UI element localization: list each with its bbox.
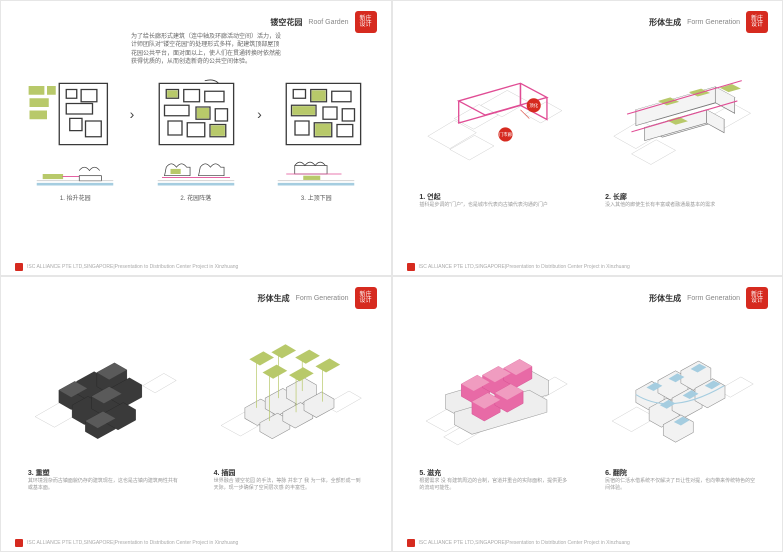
iso-row: 3. 重塑 其环境混杂而古镇面貌仍存的建筑现在，这也是古镇内建筑两性共有或基本面… (15, 339, 377, 491)
panel-header: 形体生成 Form Generation 新庄设计 (15, 285, 377, 311)
title-en: Form Generation (687, 19, 740, 26)
svg-text:门市廊: 门市廊 (499, 131, 513, 138)
seal-logo: 新庄设计 (746, 287, 768, 309)
footer-seal-icon (407, 539, 415, 547)
panel-header: 镂空花园 Roof Garden 新庄设计 (15, 9, 377, 35)
panel-form-2: 形体生成 Form Generation 新庄设计 (0, 276, 392, 552)
title-cn: 形体生成 (649, 17, 681, 28)
iso-caption: 2. 长廊 没入其他的廊使生长有丰富或者融通最基本的需求 (605, 192, 755, 209)
footer: ISC ALLIANCE PTE LTD,SINGAPORE|Presentat… (15, 539, 377, 547)
iso-caption: 5. 滋充 根据需求 没 有建筑周边的合制，官道并重合的实际面积，提供更多的流动… (419, 468, 569, 491)
plan-1 (23, 79, 113, 149)
footer-seal-icon (407, 263, 415, 271)
footer: ISC ALLIANCE PTE LTD,SINGAPORE|Presentat… (15, 263, 377, 271)
iso-1: 顶化 门市廊 1. 연起 插科是步调的"门户"，也是城市代表向古镇代表沟通的门户 (419, 63, 569, 209)
seal-logo: 新庄设计 (355, 287, 377, 309)
panel-header: 形体生成 Form Generation 新庄设计 (407, 285, 769, 311)
section-3 (271, 157, 361, 191)
step-caption: 3. 上顶下园 (271, 193, 361, 202)
plan-diagrams-row: › › (15, 79, 377, 149)
arrow-icon: › (257, 106, 262, 122)
iso-caption: 6. 翻院 民宿的仁活水借系统不仅解决了日让性对提，也向带来传统特色的空间体验。 (605, 468, 755, 491)
plan-3 (278, 79, 368, 149)
iso-row: 5. 滋充 根据需求 没 有建筑周边的合制，官道并重合的实际面积，提供更多的流动… (407, 339, 769, 491)
footer: ISC ALLIANCE PTE LTD,SINGAPORE|Presentat… (407, 539, 769, 547)
section-diagrams-row (15, 157, 377, 191)
step-caption: 2. 花园阵落 (151, 193, 241, 202)
section-1 (30, 157, 120, 191)
iso-row: 顶化 门市廊 1. 연起 插科是步调的"门户"，也是城市代表向古镇代表沟通的门户 (407, 63, 769, 209)
panel-header: 形体生成 Form Generation 新庄设计 (407, 9, 769, 35)
step-caption: 1. 抬升花园 (30, 193, 120, 202)
title-en: Roof Garden (308, 19, 348, 26)
svg-text:顶化: 顶化 (530, 102, 539, 109)
iso-6: 6. 翻院 民宿的仁活水借系统不仅解决了日让性对提，也向带来传统特色的空间体验。 (605, 339, 755, 491)
iso-2: 2. 长廊 没入其他的廊使生长有丰富或者融通最基本的需求 (605, 63, 755, 209)
seal-logo: 新庄设计 (355, 11, 377, 33)
footer-seal-icon (15, 263, 23, 271)
iso-3: 3. 重塑 其环境混杂而古镇面貌仍存的建筑现在，这也是古镇内建筑两性共有或基本面… (28, 339, 178, 491)
footer-text: ISC ALLIANCE PTE LTD,SINGAPORE|Presentat… (27, 264, 238, 270)
title-cn: 形体生成 (649, 293, 681, 304)
iso-caption: 4. 插园 世界融合 镂空花园 的手法，等脉 并非了 我 为一体，全部形成一到天… (214, 468, 364, 491)
iso-4: 4. 插园 世界融合 镂空花园 的手法，等脉 并非了 我 为一体，全部形成一到天… (214, 339, 364, 491)
section-2 (151, 157, 241, 191)
title-en: Form Generation (687, 295, 740, 302)
footer-text: ISC ALLIANCE PTE LTD,SINGAPORE|Presentat… (419, 540, 630, 546)
footer: ISC ALLIANCE PTE LTD,SINGAPORE|Presentat… (407, 263, 769, 271)
iso-caption: 1. 연起 插科是步调的"门户"，也是城市代表向古镇代表沟通的门户 (419, 192, 569, 209)
captions-row: 1. 抬升花园 2. 花园阵落 3. 上顶下园 (15, 193, 377, 202)
footer-text: ISC ALLIANCE PTE LTD,SINGAPORE|Presentat… (419, 264, 630, 270)
title-cn: 形体生成 (258, 293, 290, 304)
iso-caption: 3. 重塑 其环境混杂而古镇面貌仍存的建筑现在，这也是古镇内建筑两性共有或基本面… (28, 468, 178, 491)
title-cn: 镂空花园 (270, 17, 302, 28)
arrow-icon: › (130, 106, 135, 122)
title-en: Form Generation (296, 295, 349, 302)
panel-roof-garden: 镂空花园 Roof Garden 新庄设计 为了给长廊形式建筑（连中轴及环廊活动… (0, 0, 392, 276)
footer-text: ISC ALLIANCE PTE LTD,SINGAPORE|Presentat… (27, 540, 238, 546)
footer-seal-icon (15, 539, 23, 547)
panel-form-3: 形体生成 Form Generation 新庄设计 (392, 276, 783, 552)
description-text: 为了给长廊形式建筑（连中轴及环廊活动空间）活力，设计师团队对"镂空花园"的处理形… (131, 33, 281, 67)
plan-2 (151, 79, 241, 149)
iso-5: 5. 滋充 根据需求 没 有建筑周边的合制，官道并重合的实际面积，提供更多的流动… (419, 339, 569, 491)
panel-form-1: 形体生成 Form Generation 新庄设计 顶化 门市廊 1. 연起 插 (392, 0, 783, 276)
seal-logo: 新庄设计 (746, 11, 768, 33)
